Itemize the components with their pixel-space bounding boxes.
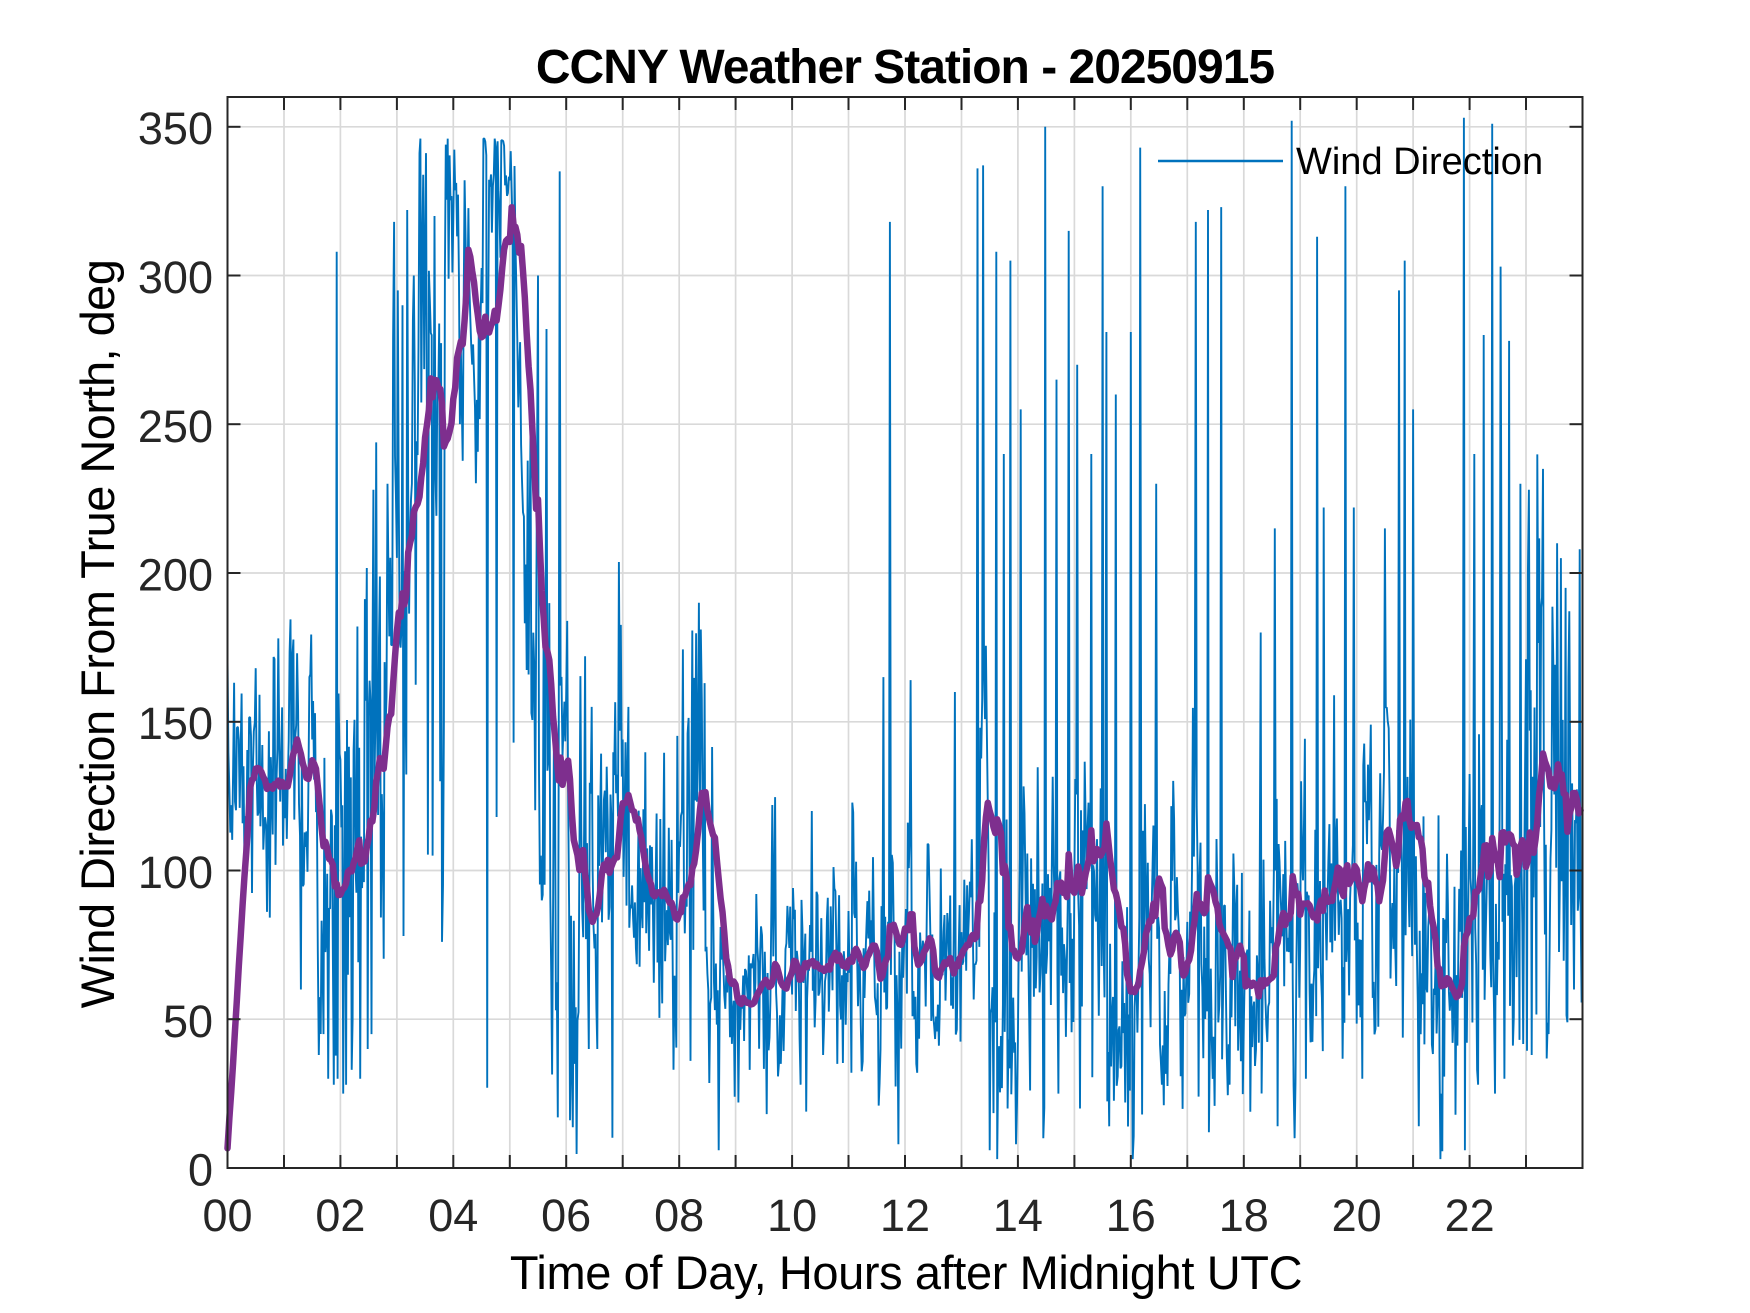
svg-text:CCNY Weather Station - 2025091: CCNY Weather Station - 20250915 — [536, 41, 1275, 94]
svg-text:04: 04 — [428, 1190, 478, 1241]
svg-text:350: 350 — [138, 103, 213, 154]
svg-text:16: 16 — [1106, 1190, 1156, 1241]
svg-text:00: 00 — [202, 1190, 252, 1241]
svg-text:Wind Direction From True North: Wind Direction From True North, deg — [71, 260, 124, 1009]
svg-text:0: 0 — [188, 1145, 213, 1196]
svg-text:250: 250 — [138, 401, 213, 452]
svg-text:300: 300 — [138, 252, 213, 303]
svg-text:10: 10 — [767, 1190, 817, 1241]
svg-text:18: 18 — [1219, 1190, 1269, 1241]
svg-text:50: 50 — [163, 996, 213, 1047]
svg-text:06: 06 — [541, 1190, 591, 1241]
svg-text:14: 14 — [993, 1190, 1043, 1241]
svg-text:Time of Day, Hours after Midni: Time of Day, Hours after Midnight UTC — [510, 1246, 1302, 1299]
svg-text:02: 02 — [315, 1190, 365, 1241]
svg-text:100: 100 — [138, 847, 213, 898]
svg-text:Wind Direction: Wind Direction — [1296, 141, 1543, 183]
svg-text:150: 150 — [138, 698, 213, 749]
svg-text:20: 20 — [1332, 1190, 1382, 1241]
svg-text:08: 08 — [654, 1190, 704, 1241]
svg-text:22: 22 — [1445, 1190, 1495, 1241]
svg-text:200: 200 — [138, 550, 213, 601]
svg-text:12: 12 — [880, 1190, 930, 1241]
